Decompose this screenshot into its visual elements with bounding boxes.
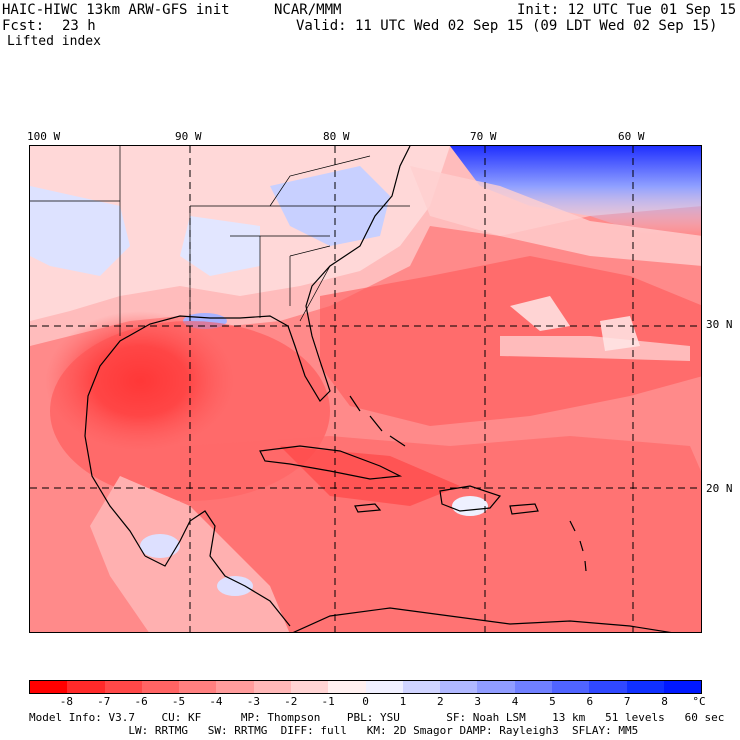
colorbar-level-label: -4 [209, 695, 223, 708]
lon-label-100w: 100 W [27, 130, 61, 143]
yucatan-stable-spot [140, 534, 180, 558]
colorbar-swatch [663, 681, 702, 693]
lesser-antilles-coast [569, 520, 587, 572]
colorbar [29, 680, 702, 694]
colorbar-level-label: 8 [661, 695, 668, 708]
lon-label-90w: 90 W [175, 130, 202, 143]
colorbar-swatch [328, 681, 366, 693]
lat-label-20n: 20 N [706, 482, 733, 495]
organization: NCAR/MMM [274, 2, 342, 18]
yucatan-coast [144, 510, 291, 627]
bahamas-coast [349, 395, 406, 447]
colorbar-swatch [514, 681, 552, 693]
lifted-index-map [29, 145, 702, 633]
atlantic-light-streaks-2 [510, 296, 570, 331]
south-america-coast [292, 607, 672, 632]
colorbar-level-label: -6 [134, 695, 148, 708]
colorbar-swatch [402, 681, 441, 693]
colorbar-level-label: 7 [623, 695, 631, 708]
jamaica-coast [354, 503, 382, 513]
puerto-rico-coast [509, 503, 539, 515]
cuba-coast [259, 445, 403, 480]
caribbean-core [280, 446, 460, 506]
field-name: Lifted index [7, 34, 101, 49]
model-title: HAIC-HIWC 13km ARW-GFS init [2, 2, 230, 18]
colorbar-level-label: 6 [586, 695, 594, 708]
map-canvas [30, 146, 701, 632]
colorbar-level-label: 5 [549, 695, 556, 708]
model-info-line-1: Model Info: V3.7 CU: KF MP: Thompson PBL… [29, 711, 725, 724]
lat-label-30n: 30 N [706, 318, 733, 331]
northeast-atlantic-stable-area [450, 146, 701, 236]
colorbar-swatch [440, 681, 478, 693]
colorbar-swatch [551, 681, 590, 693]
central-stable-area [180, 216, 260, 276]
colorbar-swatch [104, 681, 142, 693]
colorbar-level-label: -3 [246, 695, 260, 708]
coastlines [84, 146, 672, 632]
forecast-hours: 23 h [62, 18, 96, 34]
colorbar-swatch [141, 681, 180, 693]
lon-label-60w: 60 W [618, 130, 645, 143]
lon-label-80w: 80 W [323, 130, 350, 143]
atlantic-light-streaks-3 [600, 316, 640, 351]
colorbar-level-label: 4 [511, 695, 519, 708]
colorbar-unit: °C [692, 695, 706, 708]
us-east-coast [84, 146, 411, 557]
hispaniola-coast [439, 485, 502, 512]
atlantic-light-streaks [500, 336, 690, 361]
lon-label-70w: 70 W [470, 130, 497, 143]
init-time: Init: 12 UTC Tue 01 Sep 15 [517, 2, 737, 18]
colorbar-swatch [589, 681, 627, 693]
colorbar-level-label: 3 [474, 695, 481, 708]
graticule [30, 146, 701, 632]
colorbar-level-label: 1 [399, 695, 407, 708]
colorbar-swatch [626, 681, 664, 693]
colorbar-swatch [253, 681, 291, 693]
colorbar-swatch [477, 681, 515, 693]
colorbar-level-label: -1 [321, 695, 335, 708]
north-atlantic-pale-area [410, 166, 701, 266]
colorbar-swatch [290, 681, 329, 693]
colorbar-level-label: 0 [362, 695, 369, 708]
colorbar-level-label: -7 [97, 695, 111, 708]
colorbar-swatch [30, 681, 68, 693]
colorbar-labels: -8 -7 -6 -5 -4 -3 -2 -1 0 1 2 3 4 5 6 7 8 °C [29, 695, 706, 709]
colorbar-swatch [365, 681, 403, 693]
colorbar-swatch [179, 681, 217, 693]
colorbar-swatch [216, 681, 254, 693]
caribbean-unstable-area [180, 436, 701, 632]
colorbar-level-label: -2 [284, 695, 298, 708]
colorbar-level-label: -8 [59, 695, 73, 708]
model-info-line-2: LW: RRTMG SW: RRTMG DIFF: full KM: 2D Sm… [29, 724, 639, 737]
valid-time: Valid: 11 UTC Wed 02 Sep 15 (09 LDT Wed … [296, 18, 718, 34]
colorbar-level-label: 2 [436, 695, 444, 708]
honduras-stable-spot [217, 576, 253, 596]
colorbar-level-label: -5 [171, 695, 186, 708]
state-borders [30, 146, 410, 336]
hispaniola-stable-spot [452, 496, 488, 516]
colorbar-swatch [67, 681, 105, 693]
us-stable-area [30, 186, 130, 276]
forecast-label: Fcst: [2, 18, 45, 34]
